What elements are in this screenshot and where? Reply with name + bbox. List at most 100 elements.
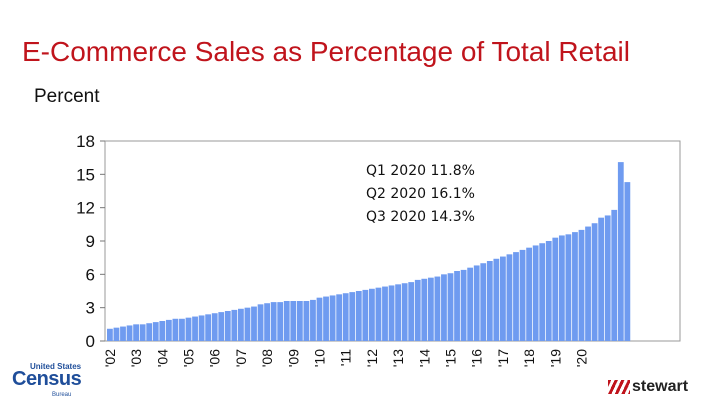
bar (264, 303, 270, 341)
stewart-mark-icon (608, 380, 630, 394)
bar (382, 286, 388, 341)
bar (480, 263, 487, 341)
stewart-logo: stewart (608, 378, 688, 400)
annotation-label: Q1 2020 11.8% (366, 163, 475, 179)
bar (369, 288, 375, 341)
bar (257, 304, 264, 341)
x-tick-label: '12 (364, 349, 380, 367)
y-tick-label: 18 (76, 132, 95, 151)
bar (329, 295, 336, 341)
bar (277, 302, 284, 341)
census-logo-line3: Bureau (52, 392, 72, 398)
bar (231, 309, 238, 341)
x-tick-label: '06 (207, 349, 223, 367)
annotation-label: Q3 2020 14.3% (366, 209, 475, 225)
x-tick-label: '15 (443, 349, 459, 367)
bar (251, 306, 257, 341)
bar (107, 328, 113, 341)
bar (421, 278, 428, 341)
x-tick-label: '04 (154, 349, 170, 367)
y-axis-label: Percent (34, 86, 100, 107)
bar (323, 296, 329, 341)
bar (120, 326, 126, 341)
bar (526, 247, 532, 341)
bar (159, 321, 166, 341)
bar (401, 283, 408, 341)
bar (296, 301, 303, 341)
bar (395, 284, 401, 341)
bar (611, 209, 618, 341)
bar (316, 297, 323, 341)
bar (205, 314, 212, 341)
x-tick-label: '14 (416, 349, 432, 367)
bar (126, 325, 133, 341)
x-tick-label: '03 (128, 349, 144, 367)
bar (152, 322, 159, 341)
bar (578, 229, 585, 341)
bar (604, 215, 611, 341)
bar (375, 287, 382, 341)
census-bureau-logo: United States Census Bureau (8, 362, 92, 402)
bar (427, 277, 434, 341)
bar (192, 316, 198, 341)
bar (591, 223, 598, 341)
bar (572, 232, 578, 341)
x-tick-label: '18 (521, 349, 537, 367)
bar (113, 327, 120, 341)
bar (349, 292, 356, 341)
x-tick-label: '13 (390, 349, 406, 367)
x-tick-label: '07 (233, 349, 249, 367)
x-tick-label: '10 (312, 349, 328, 367)
bar (355, 291, 362, 341)
y-tick-label: 0 (86, 332, 95, 351)
bar (408, 282, 415, 341)
bar (211, 313, 218, 341)
bar (545, 241, 552, 341)
bar (244, 307, 251, 341)
bar (532, 245, 539, 341)
bar (539, 243, 546, 341)
x-tick-label: '20 (574, 349, 590, 367)
bar (460, 269, 467, 341)
bar (133, 324, 139, 341)
bar (388, 285, 395, 341)
bar (179, 318, 185, 341)
bar (283, 301, 290, 341)
x-tick-label: '08 (259, 349, 275, 367)
bar (513, 252, 519, 341)
bar (558, 235, 565, 341)
bar (506, 254, 513, 341)
bar (218, 312, 225, 341)
x-tick-label: '11 (338, 349, 354, 366)
bar (434, 276, 441, 341)
bar (172, 318, 179, 341)
bar (185, 317, 192, 341)
y-tick-label: 3 (86, 299, 95, 318)
bar (598, 217, 605, 341)
bar (270, 302, 277, 341)
bar (290, 301, 297, 341)
stewart-logo-word: stewart (632, 378, 689, 395)
slide-title: E-Commerce Sales as Percentage of Total … (22, 36, 630, 67)
bar (454, 271, 460, 341)
bar (146, 323, 153, 341)
bar (165, 319, 172, 341)
bar (336, 294, 343, 341)
bar (500, 256, 506, 341)
bar (519, 249, 526, 341)
bar (617, 162, 624, 341)
bar (585, 226, 591, 341)
bar (303, 301, 310, 341)
bar (362, 289, 369, 341)
bar (624, 182, 631, 341)
bar (342, 293, 349, 341)
bar (486, 261, 493, 341)
x-tick-label: '02 (102, 349, 118, 367)
y-tick-label: 9 (86, 232, 95, 251)
y-tick-label: 12 (76, 199, 95, 218)
census-logo-line2: Census (12, 368, 82, 390)
bar (467, 267, 474, 341)
bar (414, 279, 421, 341)
x-tick-label: '09 (285, 349, 301, 367)
